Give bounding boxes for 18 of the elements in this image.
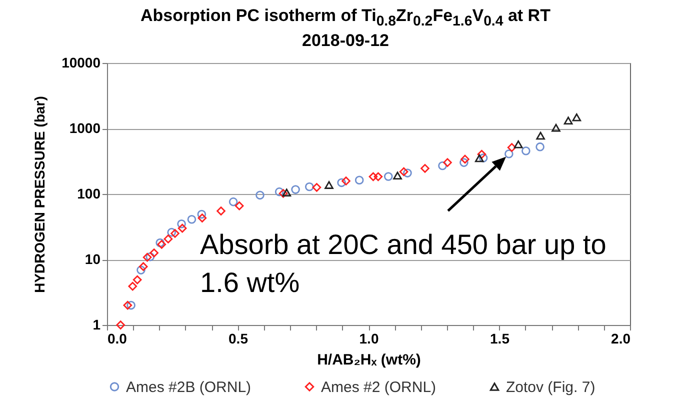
x-axis-title: H/AB₂Hₓ (wt%) <box>317 352 421 368</box>
x-tick-label: 1.0 <box>359 330 379 346</box>
chart-subtitle: 2018-09-12 <box>301 31 390 52</box>
x-tick-label: 1.5 <box>490 330 510 346</box>
y-axis-title: HYDROGEN PRESSURE (bar) <box>32 96 48 293</box>
y-tick-label: 10 <box>84 251 101 267</box>
legend-label: Ames #2 (ORNL) <box>321 378 436 396</box>
x-tick-label: 2.0 <box>611 330 631 346</box>
x-tick-label: 0.0 <box>108 330 128 346</box>
annotation: Absorb at 20C and 450 bar up to 1.6 wt% <box>200 228 608 300</box>
y-tick-label: 10000 <box>62 54 101 70</box>
y-tick-label: 1 <box>92 316 101 332</box>
y-tick-label: 1000 <box>69 120 101 136</box>
chart-title: Absorption PC isotherm of Ti$_{0.8}$Zr$_{0.2}$Fe$_{1.6}$V$_{0.4}$ at RT <box>140 6 550 30</box>
legend-label: Ames #2B (ORNL) <box>126 378 252 396</box>
y-tick-label: 100 <box>77 186 101 202</box>
x-tick-label: 0.5 <box>228 330 248 346</box>
legend-label: Zotov (Fig. 7) <box>506 378 596 396</box>
